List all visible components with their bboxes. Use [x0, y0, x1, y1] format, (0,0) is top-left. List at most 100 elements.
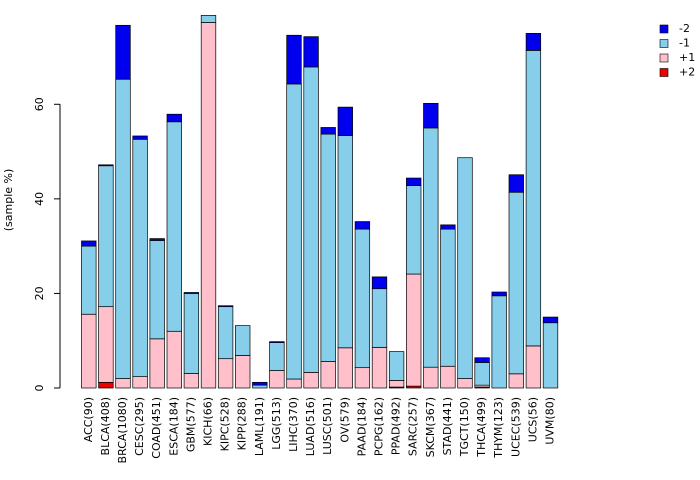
x-tick-label: KIPC(528) [219, 397, 232, 451]
legend-swatch [659, 68, 669, 77]
bar-segment [474, 362, 490, 386]
y-tick-label: 40 [33, 192, 46, 206]
bar-segment [371, 346, 388, 389]
bar-segment [98, 165, 114, 308]
legend-label: -2 [679, 22, 690, 35]
bar-segment [457, 378, 473, 389]
bar-segment [320, 133, 336, 362]
legend-label: +1 [679, 51, 695, 64]
bar-segment [423, 366, 439, 389]
x-tick-label: THYM(123) [492, 397, 505, 459]
bar-segment [388, 351, 405, 381]
bar-segment [183, 372, 200, 389]
bars-group [81, 15, 559, 389]
bar-segment [81, 245, 97, 315]
bar-segment [217, 305, 234, 308]
bar-segment [183, 293, 200, 374]
bar-segment [320, 127, 336, 135]
bar-segment [440, 228, 456, 367]
x-tick-label: STAD(441) [441, 397, 454, 455]
bar-segment [508, 373, 524, 389]
bar-segment [491, 295, 507, 389]
x-tick-label: BLCA(408) [99, 397, 112, 455]
x-tick-label: ESCA(184) [167, 397, 180, 456]
x-tick-label: LGG(513) [270, 397, 283, 450]
x-tick-label: COAD(451) [150, 397, 163, 459]
bar-segment [200, 22, 217, 389]
bar-segment [525, 50, 542, 347]
bar-segment [474, 357, 490, 363]
legend-swatch [659, 39, 669, 48]
bar-segment [217, 306, 234, 360]
bar-segment [98, 306, 114, 383]
x-tick-label: PCPG(162) [373, 397, 386, 456]
bar-segment [149, 338, 165, 389]
x-tick-label: ACC(90) [82, 397, 95, 442]
x-tick-label: KICH(66) [202, 397, 215, 446]
bar-segment [388, 380, 405, 388]
legend-swatch [659, 24, 669, 34]
bar-segment [423, 127, 439, 368]
x-tick-label: OV(579) [338, 397, 351, 443]
bar-segment [406, 185, 422, 275]
bar-segment [115, 78, 131, 379]
x-tick-label: GBM(577) [184, 397, 197, 452]
bar-segment [406, 273, 422, 387]
bar-segment [115, 24, 131, 80]
x-tick-label: LAML(191) [253, 397, 266, 456]
bar-segment [440, 365, 456, 389]
y-axis-title: (sample %) [2, 169, 15, 232]
y-tick-label: 20 [33, 286, 46, 300]
bar-segment [371, 276, 388, 290]
bar-segment [166, 121, 182, 332]
bar-segment [508, 174, 524, 193]
bar-segment [491, 291, 507, 297]
bar-segment [508, 191, 524, 375]
bar-segment [542, 316, 559, 324]
bar-segment [115, 378, 131, 389]
bar-segment [217, 358, 234, 389]
bar-segment [440, 224, 456, 230]
x-tick-label: CESC(295) [133, 397, 146, 456]
bar-segment [303, 36, 319, 68]
x-tick-label: LUAD(516) [304, 397, 317, 456]
legend-label: -1 [679, 37, 690, 50]
bar-segment [132, 138, 148, 378]
bar-segment [252, 384, 268, 389]
y-axis: 0 20 40 60 [33, 97, 61, 392]
x-tick-label: TGCT(150) [458, 397, 471, 457]
x-tick-label: SARC(257) [407, 397, 420, 456]
x-tick-label: UVM(80) [544, 397, 557, 445]
bar-segment [337, 347, 353, 389]
bar-segment [149, 238, 165, 241]
bar-segment [132, 135, 148, 140]
bar-segment [269, 341, 285, 343]
bar-segment [166, 113, 182, 123]
y-tick-label: 60 [33, 97, 46, 111]
bar-segment [354, 367, 371, 389]
x-tick-label: UCS(56) [526, 397, 539, 442]
bar-segment [303, 66, 319, 373]
x-tick-label: PPAD(492) [390, 397, 403, 455]
bar-segment [269, 370, 285, 389]
x-tick-label: SKCM(367) [424, 397, 437, 457]
x-tick-label: THCA(499) [475, 397, 488, 458]
bar-segment [457, 157, 473, 379]
bar-segment [98, 164, 114, 167]
x-tick-label: LIHC(370) [287, 397, 300, 452]
bar-segment [320, 361, 336, 389]
bar-segment [337, 135, 353, 349]
bar-segment [269, 342, 285, 371]
bar-segment [406, 177, 422, 186]
bar-segment [149, 240, 165, 340]
legend: -2 -1+1 +2 [659, 22, 695, 79]
x-tick-label: KIPP(288) [236, 397, 249, 450]
bar-segment [98, 381, 114, 389]
bar-segment [303, 372, 319, 389]
bar-segment [371, 288, 388, 348]
bar-segment [286, 83, 302, 380]
y-tick-label: 0 [33, 385, 46, 392]
bar-segment [200, 15, 217, 23]
bar-segment [252, 381, 268, 386]
